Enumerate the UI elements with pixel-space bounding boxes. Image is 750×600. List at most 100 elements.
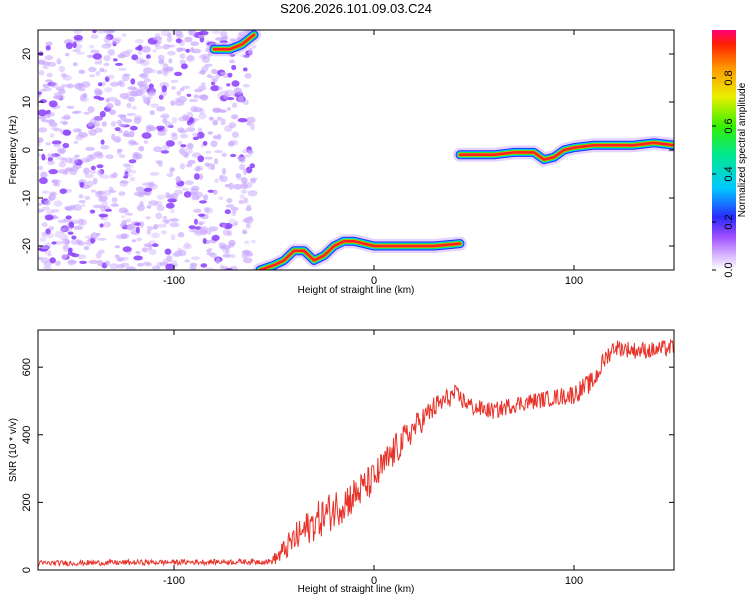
noise-speckle <box>157 54 165 61</box>
noise-speckle <box>65 52 70 57</box>
noise-speckle <box>105 208 112 212</box>
noise-speckle <box>90 189 97 193</box>
noise-speckle <box>152 243 159 248</box>
noise-speckle <box>211 234 220 241</box>
noise-speckle <box>48 112 55 117</box>
noise-speckle <box>138 145 145 152</box>
noise-speckle <box>90 49 100 54</box>
noise-speckle <box>128 96 135 103</box>
noise-speckle <box>101 43 112 49</box>
noise-speckle <box>119 180 128 187</box>
noise-speckle <box>238 199 243 205</box>
noise-speckle <box>204 63 213 67</box>
noise-speckle <box>177 232 185 238</box>
noise-speckle <box>94 88 101 95</box>
noise-speckle <box>183 242 191 248</box>
noise-speckle <box>133 117 142 124</box>
noise-speckle <box>166 255 173 262</box>
noise-speckle <box>235 90 244 95</box>
noise-speckle <box>169 208 176 214</box>
noise-speckle <box>89 169 97 174</box>
noise-speckle <box>241 149 251 154</box>
noise-speckle <box>81 81 91 88</box>
colorbar-tick-label: 0.0 <box>723 262 735 277</box>
noise-speckle <box>56 58 62 65</box>
noise-speckle <box>249 163 255 169</box>
noise-speckle <box>119 81 126 88</box>
noise-speckle <box>214 178 219 184</box>
noise-speckle <box>95 252 102 259</box>
noise-speckle <box>72 62 78 67</box>
noise-speckle <box>180 144 187 148</box>
noise-speckle <box>120 233 128 240</box>
noise-speckle <box>121 215 126 219</box>
noise-speckle <box>230 206 239 211</box>
noise-speckle <box>64 205 74 210</box>
noise-speckle <box>99 174 110 179</box>
noise-speckle <box>156 106 166 112</box>
noise-speckle <box>79 260 87 264</box>
noise-speckle <box>176 90 182 96</box>
noise-speckle <box>109 81 120 87</box>
noise-speckle <box>39 177 48 185</box>
noise-speckle <box>193 94 199 99</box>
noise-speckle <box>251 45 257 49</box>
noise-speckle <box>42 64 49 70</box>
noise-speckle <box>107 49 116 56</box>
noise-speckle <box>48 100 58 108</box>
noise-speckle <box>57 169 67 174</box>
noise-speckle <box>50 81 59 88</box>
noise-speckle <box>126 112 136 117</box>
noise-speckle <box>240 183 249 190</box>
noise-speckle <box>109 109 116 115</box>
noise-speckle <box>162 215 168 220</box>
y-tick-label: 600 <box>21 358 33 376</box>
noise-speckle <box>228 182 234 190</box>
noise-speckle <box>105 154 114 160</box>
noise-speckle <box>105 98 110 103</box>
noise-speckle <box>204 156 213 160</box>
noise-speckle <box>221 265 229 270</box>
noise-speckle <box>148 200 159 206</box>
noise-speckle <box>96 164 104 169</box>
noise-speckle <box>224 89 235 97</box>
noise-speckle <box>160 230 167 235</box>
noise-speckle <box>71 111 79 114</box>
noise-speckle <box>185 48 190 53</box>
noise-speckle <box>144 83 149 90</box>
noise-speckle <box>226 83 231 87</box>
noise-speckle <box>228 142 239 146</box>
noise-speckle <box>111 38 120 45</box>
noise-speckle <box>152 49 157 53</box>
noise-speckle <box>111 197 118 203</box>
noise-speckle <box>42 83 50 88</box>
noise-speckle <box>143 140 149 144</box>
noise-speckle <box>198 70 206 75</box>
noise-speckle <box>180 134 189 139</box>
noise-speckle <box>165 202 175 209</box>
noise-speckle <box>222 254 231 258</box>
noise-speckle <box>228 122 237 129</box>
noise-speckle <box>88 74 96 78</box>
noise-speckle <box>106 103 114 109</box>
noise-speckle <box>179 163 186 170</box>
noise-speckle <box>41 61 51 66</box>
noise-speckle <box>72 49 81 53</box>
noise-speckle <box>220 245 226 250</box>
noise-speckle <box>236 156 247 160</box>
noise-speckle <box>105 260 110 267</box>
noise-speckle <box>169 166 174 174</box>
noise-speckle <box>100 139 105 145</box>
noise-speckle <box>231 131 239 139</box>
noise-speckle <box>184 259 190 263</box>
noise-speckle <box>118 191 126 196</box>
noise-speckle <box>244 73 252 79</box>
noise-speckle <box>118 154 126 159</box>
noise-speckle <box>242 182 253 189</box>
noise-speckle <box>116 119 123 125</box>
noise-speckle <box>88 259 99 264</box>
noise-speckle <box>129 176 136 182</box>
noise-speckle <box>244 240 250 244</box>
noise-speckle <box>165 192 171 199</box>
noise-speckle <box>226 198 233 204</box>
